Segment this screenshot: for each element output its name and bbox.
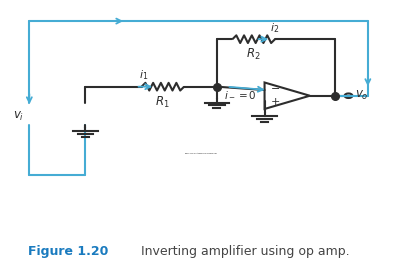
Text: Inverting amplifier using op amp.: Inverting amplifier using op amp. <box>137 245 350 258</box>
Text: Figure 1.20: Figure 1.20 <box>28 245 108 258</box>
Text: $v_o$: $v_o$ <box>355 89 369 102</box>
Text: $i_- = 0$: $i_- = 0$ <box>224 90 257 100</box>
Text: $R_2$: $R_2$ <box>246 47 261 62</box>
Text: −: − <box>270 84 280 94</box>
Text: $v_i$: $v_i$ <box>13 109 25 123</box>
Text: $i_2$: $i_2$ <box>270 21 280 35</box>
Text: +: + <box>270 97 280 107</box>
Text: $i_1$: $i_1$ <box>139 68 148 82</box>
Text: $R_1$: $R_1$ <box>156 95 170 110</box>
Text: Figure 1.20 Inverting amplifier using op amp.: Figure 1.20 Inverting amplifier using op… <box>185 152 218 154</box>
